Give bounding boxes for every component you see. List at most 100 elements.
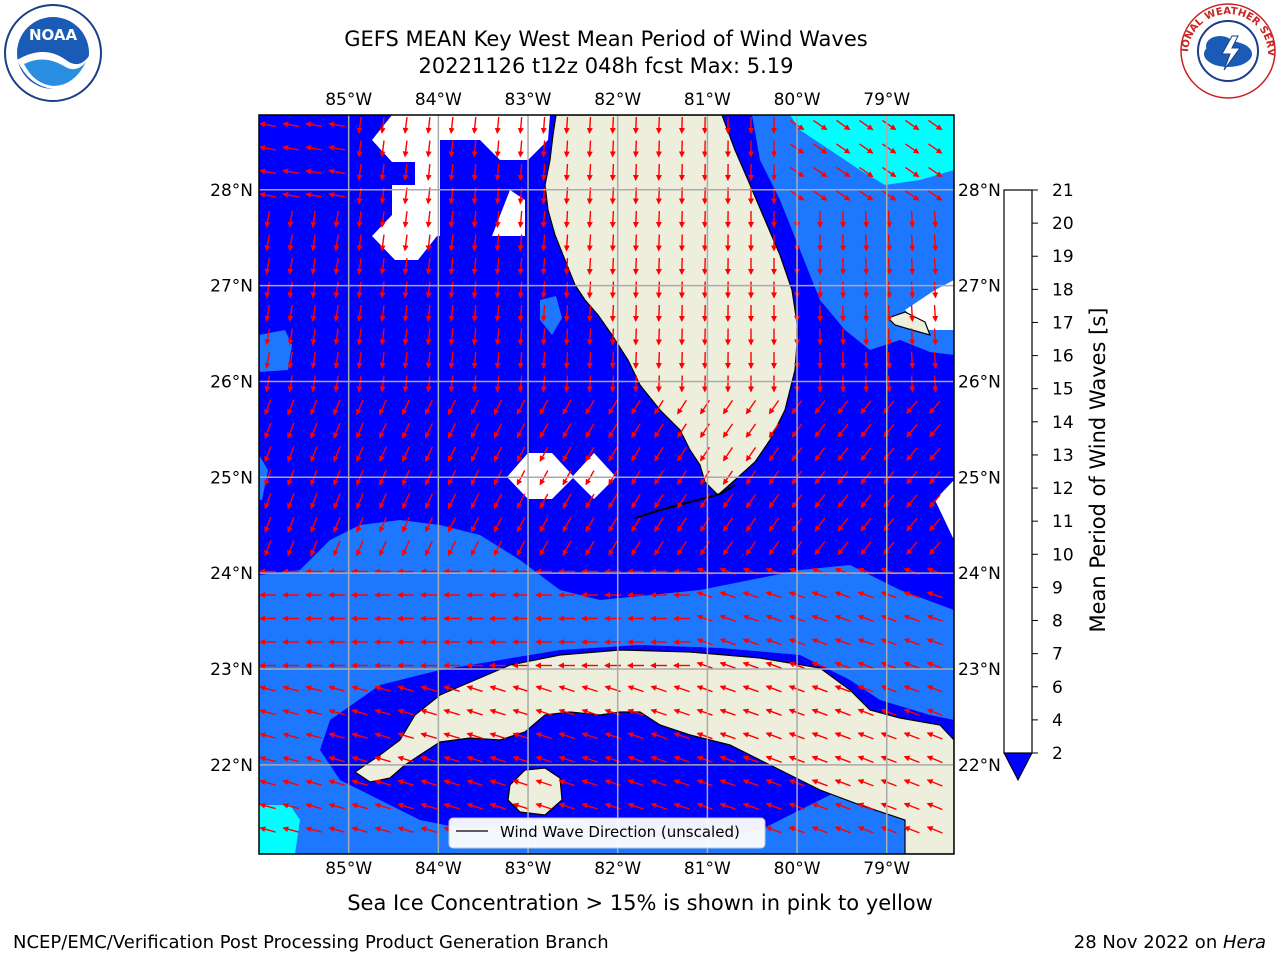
wind-wave-arrow — [379, 493, 387, 510]
wind-wave-arrow — [719, 755, 736, 763]
wind-wave-arrow — [424, 399, 434, 416]
wind-wave-arrow — [493, 540, 503, 556]
wind-wave-arrow — [264, 375, 271, 393]
wind-wave-arrow — [880, 755, 897, 764]
wind-wave-arrow — [264, 328, 271, 346]
wind-wave-arrow — [540, 351, 547, 369]
wind-wave-arrow — [397, 732, 414, 739]
wind-wave-arrow — [863, 234, 870, 252]
wind-wave-arrow — [655, 375, 662, 393]
wind-wave-arrow — [558, 779, 575, 787]
wind-wave-arrow — [858, 119, 874, 131]
wind-wave-arrow — [259, 192, 277, 198]
wind-wave-arrow — [310, 328, 317, 346]
wind-wave-arrow — [860, 494, 872, 509]
wind-wave-arrow — [287, 422, 295, 439]
wind-wave-arrow — [586, 140, 593, 158]
lon-label-bottom: 84°W — [415, 859, 462, 879]
wind-wave-arrow — [539, 399, 549, 415]
wind-wave-arrow — [655, 163, 662, 181]
wind-wave-arrow — [374, 755, 391, 763]
wind-wave-arrow — [493, 446, 503, 462]
wind-wave-arrow — [585, 540, 595, 556]
lat-label-right: 23°N — [958, 660, 1001, 680]
colorbar-tick-label: 4 — [1052, 711, 1063, 731]
wind-wave-arrow — [860, 400, 872, 415]
sea-ice-caption: Sea Ice Concentration > 15% is shown in … — [347, 891, 933, 915]
wind-wave-arrow — [909, 281, 916, 299]
wind-wave-arrow — [858, 166, 874, 178]
wind-wave-arrow — [632, 281, 639, 299]
wind-wave-arrow — [328, 685, 345, 692]
wind-wave-arrow — [765, 779, 782, 787]
wind-wave-arrow — [402, 211, 409, 228]
wind-wave-arrow — [470, 446, 480, 463]
wind-wave-arrow — [742, 802, 759, 810]
wind-wave-arrow — [535, 779, 552, 787]
wind-wave-arrow — [742, 685, 759, 693]
wind-wave-arrow — [494, 375, 501, 393]
wind-wave-arrow — [904, 166, 920, 178]
wind-wave-arrow — [494, 163, 501, 181]
wind-wave-arrow — [305, 708, 322, 716]
wind-wave-arrow — [425, 305, 432, 322]
wind-wave-arrow — [609, 328, 616, 346]
wind-wave-arrow — [287, 540, 295, 557]
wind-wave-arrow — [425, 352, 432, 369]
wind-wave-arrow — [719, 708, 736, 716]
wind-wave-arrow — [259, 168, 277, 175]
wind-wave-arrow — [812, 143, 828, 154]
wind-wave-arrow — [609, 163, 616, 181]
wind-wave-arrow — [282, 145, 300, 151]
wind-wave-arrow — [402, 516, 410, 533]
land-florida — [544, 115, 799, 496]
wind-wave-arrow — [420, 732, 437, 739]
wind-wave-arrow — [765, 732, 782, 740]
wind-wave-arrow — [470, 493, 480, 510]
wind-wave-arrow — [466, 802, 483, 810]
wind-wave-arrow — [765, 638, 782, 646]
wind-wave-arrow — [512, 732, 529, 740]
wind-wave-arrow — [857, 779, 874, 787]
wind-wave-arrow — [886, 328, 893, 346]
wind-wave-arrow — [654, 540, 664, 556]
nws-logo-icon: NATIONAL WEATHER SERVICE — [1178, 2, 1276, 99]
wind-wave-arrow — [863, 257, 870, 275]
wind-wave-arrow — [443, 708, 460, 716]
wind-wave-arrow — [696, 755, 713, 763]
wind-wave-arrow — [328, 732, 345, 739]
lat-label-right: 28°N — [958, 181, 1001, 201]
wind-wave-arrow — [886, 234, 893, 252]
wind-wave-arrow — [929, 423, 941, 438]
wind-wave-arrow — [742, 779, 759, 787]
wind-wave-arrow — [333, 540, 341, 557]
wind-wave-arrow — [585, 399, 595, 415]
wind-wave-arrow — [310, 210, 317, 228]
colorbar-tick-label: 15 — [1052, 380, 1074, 400]
wind-wave-arrow — [880, 614, 897, 622]
wind-wave-arrow — [402, 140, 409, 158]
wind-wave-arrow — [539, 493, 549, 509]
wind-wave-arrow — [356, 328, 363, 346]
wind-wave-arrow — [765, 614, 782, 622]
wind-wave-arrow — [379, 399, 387, 416]
wind-wave-arrow — [903, 638, 920, 646]
wind-wave-arrow — [420, 802, 437, 810]
wind-wave-arrow — [420, 779, 437, 786]
wind-wave-arrow — [447, 540, 457, 557]
wind-wave-arrow — [814, 423, 826, 438]
wind-wave-arrow — [517, 234, 524, 252]
wind-wave-arrow — [512, 708, 529, 716]
wind-wave-arrow — [470, 422, 480, 439]
wind-wave-arrow — [586, 116, 593, 134]
ocean-mid-region-bay — [540, 296, 562, 335]
wind-wave-arrow — [632, 163, 639, 181]
wind-wave-arrow — [586, 304, 593, 322]
wind-wave-arrow — [881, 190, 897, 201]
colorbar-tick-label: 2 — [1052, 744, 1063, 764]
colorbar-tick-label: 13 — [1052, 446, 1074, 466]
lon-label-bottom: 83°W — [505, 859, 552, 879]
wind-wave-arrow — [424, 446, 434, 463]
wind-wave-arrow — [448, 163, 455, 181]
wind-wave-arrow — [287, 446, 295, 463]
